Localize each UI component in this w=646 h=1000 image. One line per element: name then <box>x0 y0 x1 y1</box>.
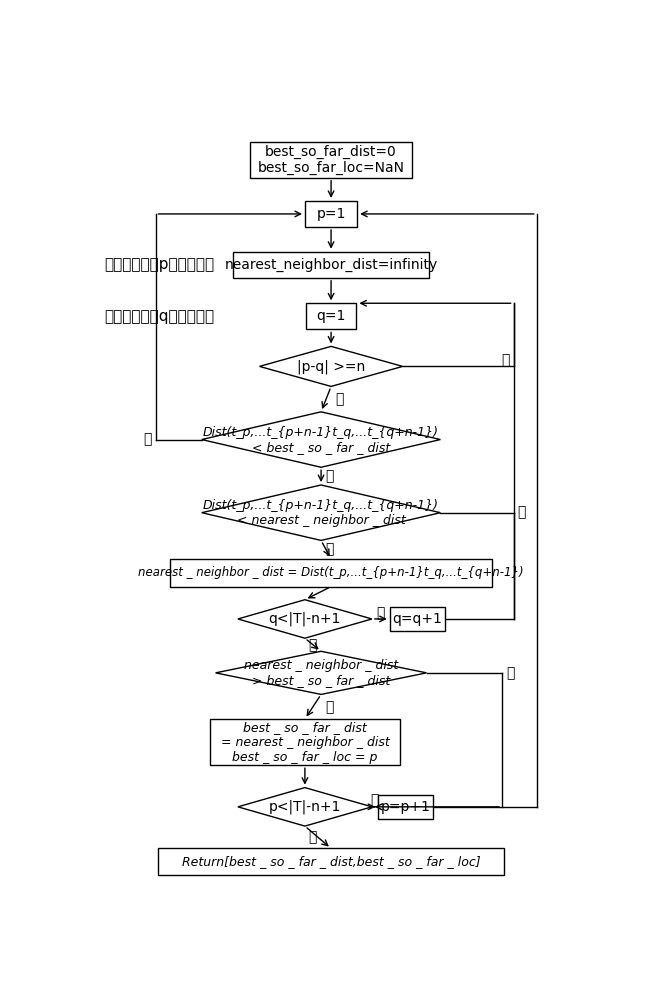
Text: 是: 是 <box>143 433 152 447</box>
Text: 否: 否 <box>501 353 510 367</box>
Text: q=q+1: q=q+1 <box>392 612 443 626</box>
Text: 否: 否 <box>506 666 514 680</box>
Text: nearest _ neighbor _ dist = Dist(t_p,...t_{p+n-1}t_q,...t_{q+n-1}): nearest _ neighbor _ dist = Dist(t_p,...… <box>138 566 524 579</box>
Text: 是: 是 <box>325 543 333 557</box>
Text: 是: 是 <box>377 606 385 620</box>
Text: Return[best _ so _ far _ dist,best _ so _ far _ loc]: Return[best _ so _ far _ dist,best _ so … <box>182 855 481 868</box>
Text: Dist(t_p,...t_{p+n-1}t_q,...t_{q+n-1})
< nearest _ neighbor _ dist: Dist(t_p,...t_{p+n-1}t_q,...t_{q+n-1}) <… <box>203 499 439 527</box>
Bar <box>250 142 412 178</box>
Text: 是: 是 <box>371 794 379 808</box>
Polygon shape <box>202 485 441 540</box>
Bar <box>210 719 400 765</box>
Text: Dist(t_p,...t_{p+n-1}t_q,...t_{q+n-1})
< best _ so _ far _ dist: Dist(t_p,...t_{p+n-1}t_q,...t_{q+n-1}) <… <box>203 426 439 454</box>
Text: p=1: p=1 <box>317 207 346 221</box>
Text: p=p+1: p=p+1 <box>381 800 431 814</box>
Text: 是: 是 <box>325 700 333 714</box>
Bar <box>306 303 357 329</box>
Polygon shape <box>238 788 372 826</box>
Text: q=1: q=1 <box>317 309 346 323</box>
Text: nearest_neighbor_dist=infinity: nearest_neighbor_dist=infinity <box>224 258 438 272</box>
Text: best_so_far_dist=0
best_so_far_loc=NaN: best_so_far_dist=0 best_so_far_loc=NaN <box>258 145 404 175</box>
Text: p<|T|-n+1: p<|T|-n+1 <box>269 800 341 814</box>
Text: 外循环每一个p都已排好序: 外循环每一个p都已排好序 <box>104 257 214 272</box>
Polygon shape <box>216 651 426 694</box>
Bar <box>305 201 357 227</box>
Text: nearest _ neighbor _ dist
> best _ so _ far _ dist: nearest _ neighbor _ dist > best _ so _ … <box>244 659 398 687</box>
Bar <box>158 848 505 875</box>
Bar <box>233 252 429 278</box>
Bar <box>378 795 433 819</box>
Text: q<|T|-n+1: q<|T|-n+1 <box>269 612 341 626</box>
Text: best _ so _ far _ dist
= nearest _ neighbor _ dist
best _ so _ far _ loc = p: best _ so _ far _ dist = nearest _ neigh… <box>220 721 390 764</box>
Polygon shape <box>260 346 402 386</box>
Text: 否: 否 <box>309 830 317 844</box>
Text: 否: 否 <box>309 638 317 652</box>
Bar <box>390 607 445 631</box>
Bar <box>170 559 492 587</box>
Polygon shape <box>202 412 441 467</box>
Polygon shape <box>238 600 372 638</box>
Text: 否: 否 <box>517 506 526 520</box>
Text: 内循环每一个q都已排好序: 内循环每一个q都已排好序 <box>104 309 214 324</box>
Text: |p-q| >=n: |p-q| >=n <box>297 359 365 374</box>
Text: 否: 否 <box>325 469 333 483</box>
Text: 是: 是 <box>335 392 343 406</box>
